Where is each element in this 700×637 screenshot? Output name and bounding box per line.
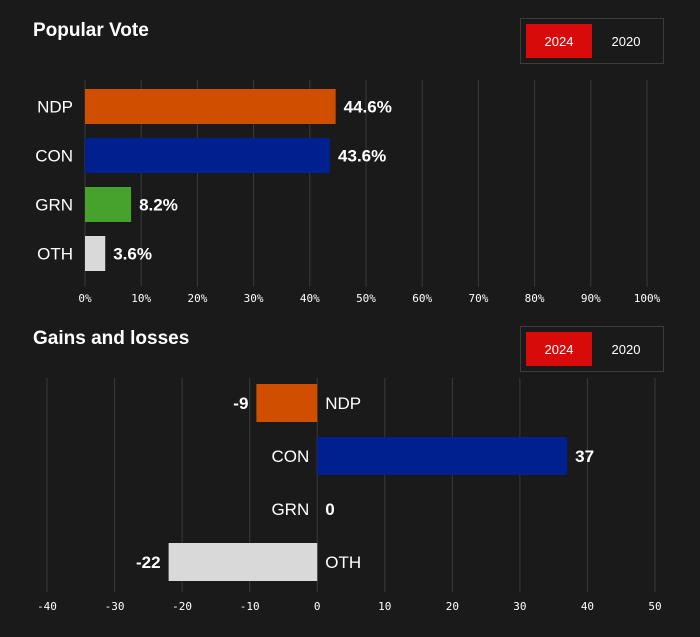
bar-con	[85, 138, 331, 173]
x-tick-label: 90%	[581, 292, 601, 305]
category-label: CON	[271, 447, 309, 466]
category-label: GRN	[35, 196, 73, 215]
x-tick-label: 0	[314, 600, 321, 613]
x-tick-label: 10%	[131, 292, 151, 305]
x-tick-label: -30	[105, 600, 125, 613]
category-label: GRN	[271, 500, 309, 519]
x-tick-label: 40%	[300, 292, 320, 305]
value-label: 3.6%	[113, 245, 152, 264]
gains-losses-year-2020-button[interactable]: 2020	[593, 332, 659, 366]
category-label: NDP	[325, 394, 361, 413]
value-label: 0	[325, 500, 334, 519]
x-tick-label: -10	[240, 600, 260, 613]
gains-losses-year-toggle: 2024 2020	[520, 326, 664, 372]
x-tick-label: 30	[513, 600, 526, 613]
value-label: -22	[136, 553, 161, 572]
value-label: -9	[233, 394, 248, 413]
value-label: 43.6%	[338, 147, 386, 166]
x-tick-label: 20%	[187, 292, 207, 305]
x-tick-label: 100%	[634, 292, 661, 305]
x-tick-label: 80%	[525, 292, 545, 305]
value-label: 44.6%	[344, 98, 392, 117]
popular-vote-title: Popular Vote	[33, 20, 149, 41]
x-tick-label: 50%	[356, 292, 376, 305]
bar-con	[317, 437, 568, 475]
x-tick-label: 50	[648, 600, 661, 613]
category-label: CON	[35, 147, 73, 166]
category-label: NDP	[37, 98, 73, 117]
category-label: OTH	[325, 553, 361, 572]
bar-oth	[85, 236, 106, 271]
value-label: 37	[575, 447, 594, 466]
bar-oth	[168, 543, 318, 581]
x-tick-label: 10	[378, 600, 391, 613]
category-label: OTH	[37, 245, 73, 264]
x-tick-label: 0%	[78, 292, 92, 305]
x-tick-label: 20	[446, 600, 459, 613]
bar-ndp	[85, 89, 336, 124]
x-tick-label: -40	[37, 600, 57, 613]
popular-vote-chart: 0% 10% 20% 30% 40% 50% 60% 70% 80% 90% 100% NDP 44.6…	[35, 80, 661, 305]
x-tick-label: 60%	[412, 292, 432, 305]
x-tick-label: 30%	[244, 292, 264, 305]
x-tick-label: -20	[172, 600, 192, 613]
popular-vote-year-2024-button[interactable]: 2024	[526, 24, 592, 58]
x-tick-label: 40	[581, 600, 594, 613]
value-label: 8.2%	[139, 196, 178, 215]
gains-losses-year-2024-button[interactable]: 2024	[526, 332, 592, 366]
popular-vote-year-2020-button[interactable]: 2020	[593, 24, 659, 58]
x-tick-label: 70%	[468, 292, 488, 305]
gains-losses-title: Gains and losses	[33, 328, 190, 349]
bar-grn	[85, 187, 132, 222]
bar-ndp	[256, 384, 318, 422]
popular-vote-year-toggle: 2024 2020	[520, 18, 664, 64]
